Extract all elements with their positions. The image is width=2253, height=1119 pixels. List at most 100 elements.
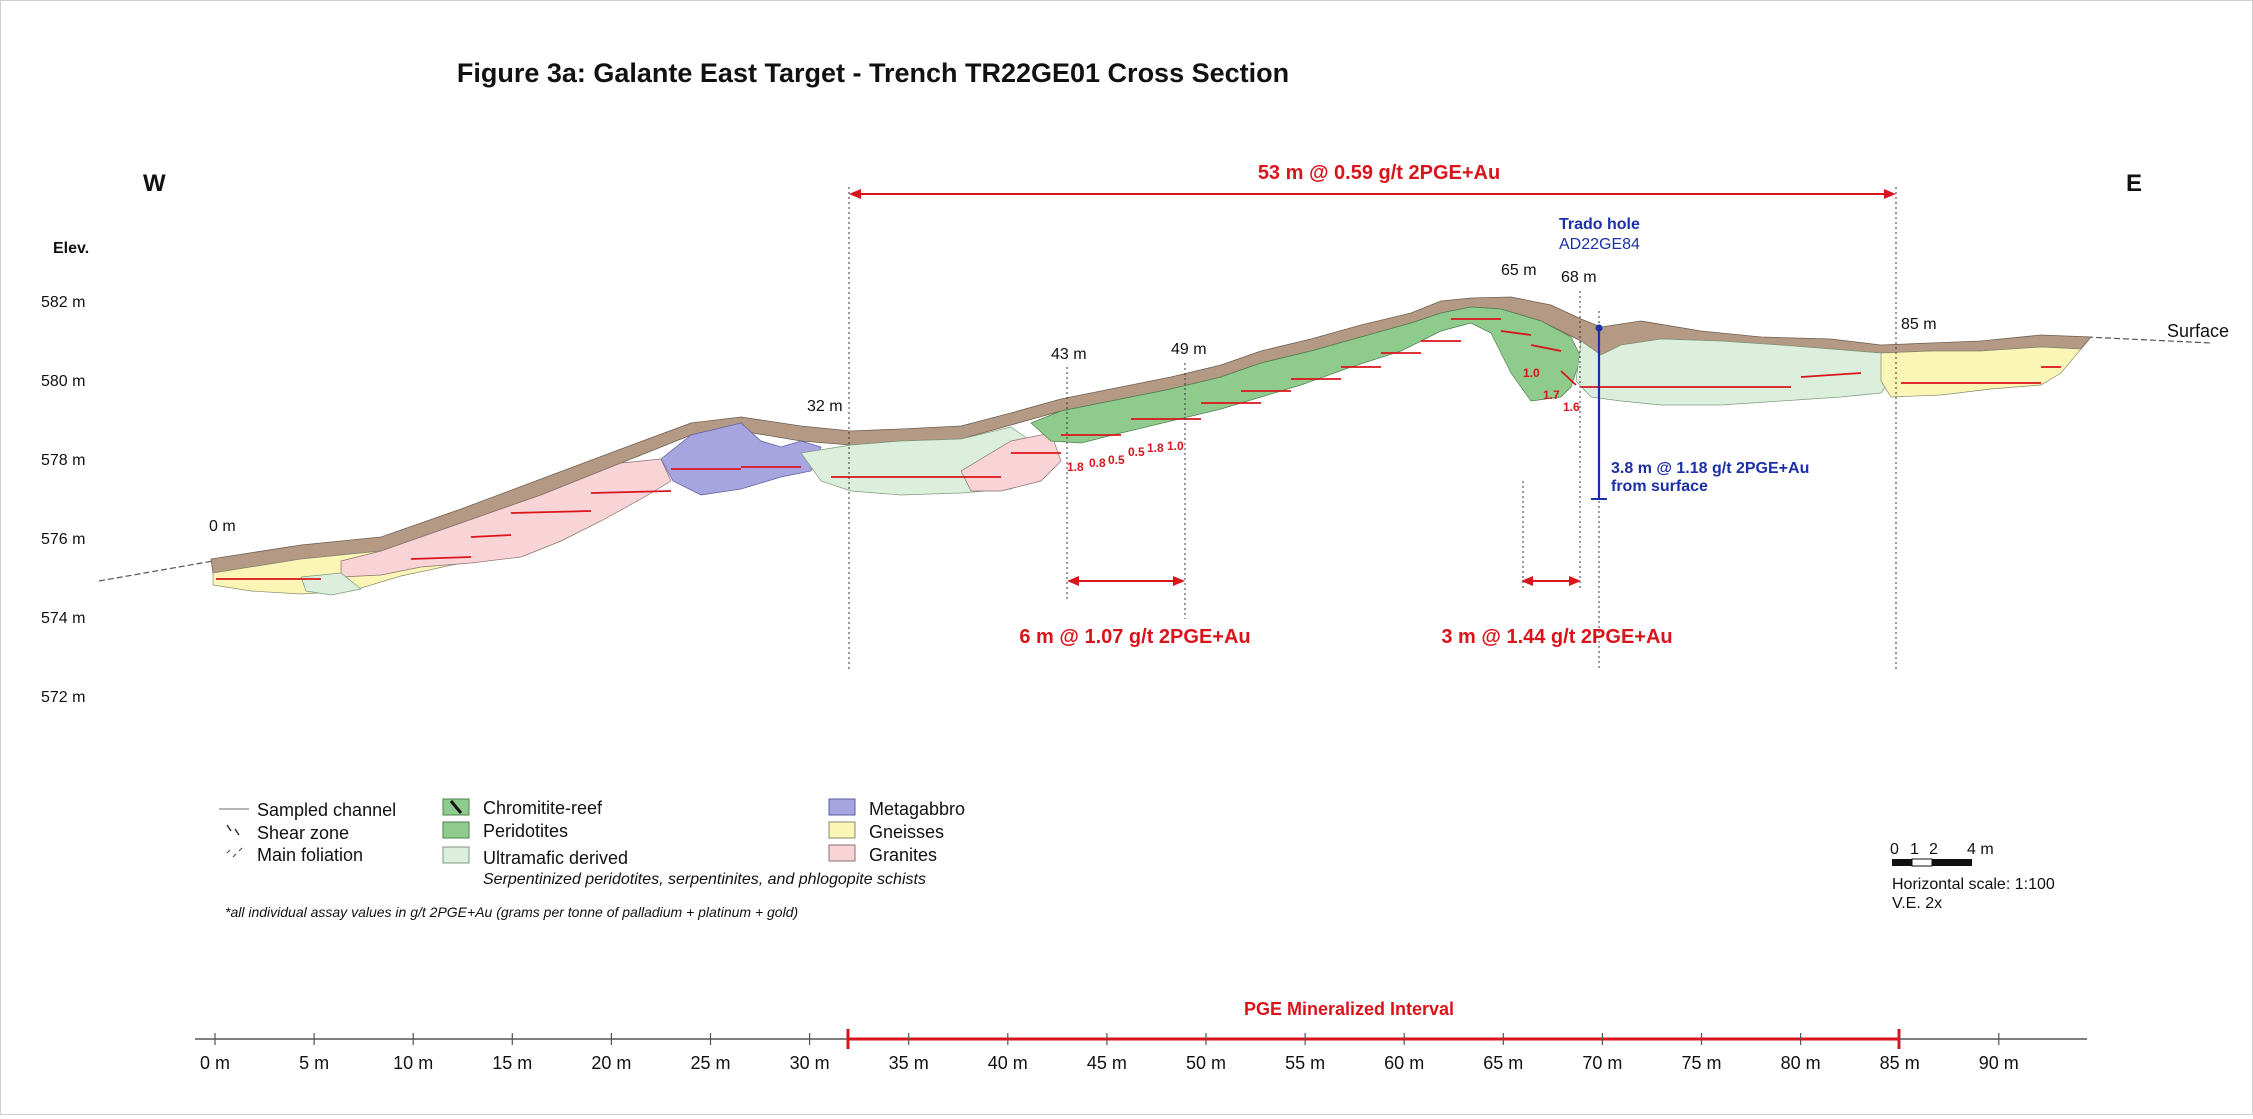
right-interval: 3 m @ 1.44 g/t 2PGE+Au (1441, 576, 1673, 648)
axis-tick-label: 0 m (200, 1053, 230, 1073)
metagabbro-swatch (828, 798, 856, 816)
channel-line (410, 556, 472, 560)
assay-value: 1.7 (1543, 388, 1560, 402)
cross-section-body (98, 296, 2212, 596)
ultramafic-swatch (442, 846, 470, 864)
granite-west (340, 458, 672, 578)
elevation-tick: 572 m (41, 689, 85, 706)
axis-tick-label: 50 m (1186, 1053, 1226, 1073)
legend-ultramafic: Ultramafic derived (483, 848, 628, 868)
scale-tick: 2 (1929, 841, 1938, 858)
axis-tick-label: 5 m (299, 1053, 329, 1073)
sampled-channels (216, 318, 2061, 580)
drill-hole: Trado hole AD22GE84 3.8 m @ 1.18 g/t 2PG… (1559, 216, 1809, 500)
legend-shear-zone: Shear zone (257, 823, 349, 843)
assay-value: 1.0 (1167, 439, 1184, 453)
distance-axis: PGE Mineralized Interval 0 m 5 m 10 m 15 m 2… (195, 999, 2087, 1073)
assay-value: 0.5 (1108, 453, 1125, 467)
channel-line (470, 534, 512, 538)
peridotite-swatch (442, 821, 470, 839)
axis-tick-label: 75 m (1681, 1053, 1721, 1073)
right-interval-label: 3 m @ 1.44 g/t 2PGE+Au (1441, 626, 1672, 648)
channel-line (1500, 330, 1532, 336)
assay-values-left: 1.8 0.8 0.5 0.5 1.8 1.0 (1067, 439, 1184, 474)
assay-value: 0.8 (1089, 456, 1106, 470)
axis-tick-label: 20 m (591, 1053, 631, 1073)
assay-value: 0.5 (1128, 445, 1145, 459)
legend: Sampled channel Shear zone Main foliatio… (219, 798, 965, 888)
assay-value: 1.8 (1067, 460, 1084, 474)
elevation-axis: Elev. 582 m 580 m 578 m 576 m 574 m 572 … (41, 240, 89, 706)
distance-marker: 0 m (209, 518, 236, 535)
distance-marker: 32 m (807, 398, 843, 415)
channel-line (590, 490, 672, 494)
left-interval: 6 m @ 1.07 g/t 2PGE+Au (1019, 576, 1251, 648)
chromitite-icon (449, 800, 463, 814)
channel-line (510, 510, 592, 514)
elevation-tick: 580 m (41, 373, 85, 390)
axis-tick-label: 45 m (1087, 1053, 1127, 1073)
legend-ultramafic-note: Serpentinized peridotites, serpentinites… (483, 871, 926, 888)
drill-hole-result: 3.8 m @ 1.18 g/t 2PGE+Au (1611, 460, 1809, 477)
main-interval-label: 53 m @ 0.59 g/t 2PGE+Au (1258, 162, 1500, 184)
axis-tick-label: 10 m (393, 1053, 433, 1073)
axis-tick-label: 65 m (1483, 1053, 1523, 1073)
legend-metagabbro: Metagabbro (869, 799, 965, 819)
scale-tick: 1 (1910, 841, 1919, 858)
pge-interval-label: PGE Mineralized Interval (1244, 999, 1454, 1019)
assay-values-right: 1.0 1.7 1.6 (1523, 366, 1580, 414)
drill-hole-id: AD22GE84 (1559, 236, 1640, 253)
channel-line (1530, 344, 1562, 352)
legend-sampled-channel: Sampled channel (257, 800, 396, 820)
axis-tick-label: 80 m (1781, 1053, 1821, 1073)
assay-footnote: *all individual assay values in g/t 2PGE… (225, 904, 798, 920)
distance-marker: 43 m (1051, 346, 1087, 363)
surface-line-west (98, 560, 214, 582)
interval-guides (848, 187, 1897, 669)
main-interval: 53 m @ 0.59 g/t 2PGE+Au (849, 162, 1896, 199)
figure-title: Figure 3a: Galante East Target - Trench … (457, 58, 1289, 88)
metagabbro-body (660, 422, 822, 496)
distance-marker: 68 m (1561, 269, 1597, 286)
axis-tick-label: 30 m (790, 1053, 830, 1073)
channel-line (1560, 370, 1577, 386)
left-interval-label: 6 m @ 1.07 g/t 2PGE+Au (1019, 626, 1250, 648)
assay-value: 1.0 (1523, 366, 1540, 380)
horizontal-scale: Horizontal scale: 1:100 (1892, 876, 2055, 893)
foliation-icon (226, 847, 243, 858)
drill-hole-title: Trado hole (1559, 216, 1640, 233)
distance-marker: 85 m (1901, 316, 1937, 333)
channel-line (1800, 372, 1862, 378)
axis-tick-label: 40 m (988, 1053, 1028, 1073)
drill-hole-result-note: from surface (1611, 478, 1708, 495)
vertical-exaggeration: V.E. 2x (1892, 895, 1942, 912)
legend-gneisses: Gneisses (869, 822, 944, 842)
gneiss-swatch (828, 821, 856, 839)
scale-bar: 0 1 2 4 m Horizontal scale: 1:100 V.E. 2… (1890, 841, 2055, 912)
distance-marker: 49 m (1171, 341, 1207, 358)
surface-label: Surface (2167, 321, 2229, 341)
assay-value: 1.6 (1563, 400, 1580, 414)
surface-line-east (2086, 336, 2212, 344)
west-label: W (143, 170, 166, 197)
axis-tick-label: 90 m (1979, 1053, 2019, 1073)
shear-zone-icon (226, 824, 240, 836)
legend-main-foliation: Main foliation (257, 845, 363, 865)
scale-tick: 4 m (1967, 841, 1994, 858)
axis-tick-label: 25 m (690, 1053, 730, 1073)
axis-tick-label: 85 m (1880, 1053, 1920, 1073)
section-distance-markers: 0 m 32 m 43 m 49 m 65 m 68 m 85 m Surfac… (209, 262, 2229, 535)
granite-swatch (828, 844, 856, 862)
elevation-tick: 578 m (41, 452, 85, 469)
elevation-title: Elev. (53, 240, 89, 257)
distance-marker: 65 m (1501, 262, 1537, 279)
axis-tick-label: 35 m (889, 1053, 929, 1073)
gneiss-east (1880, 346, 2082, 398)
legend-chromitite: Chromitite-reef (483, 798, 603, 818)
elevation-tick: 574 m (41, 610, 85, 627)
axis-tick-label: 15 m (492, 1053, 532, 1073)
legend-peridotites: Peridotites (483, 821, 568, 841)
elevation-tick: 582 m (41, 294, 85, 311)
